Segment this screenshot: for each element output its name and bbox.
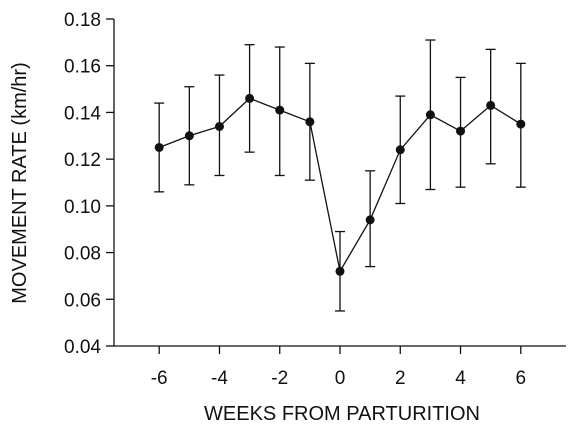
y-tick-label: 0.16 [64,57,101,78]
data-point [425,110,435,120]
data-point [335,266,345,276]
x-tick-label: -6 [151,368,168,389]
data-point [305,117,315,127]
data-point [395,145,405,155]
x-tick-label: -2 [271,368,288,389]
x-tick-label: 4 [455,368,466,389]
y-tick-label: 0.10 [64,197,101,218]
y-tick-label: 0.18 [64,10,101,31]
y-tick-label: 0.04 [64,337,101,358]
y-axis-ticks: 0.04 0.06 0.08 0.10 0.12 0.14 0.16 0.18 [64,10,114,358]
y-tick-label: 0.08 [64,244,101,265]
data-point [456,126,466,136]
x-tick-label: 6 [516,368,527,389]
data-point [365,215,375,225]
data-point [214,121,224,131]
x-axis-title: WEEKS FROM PARTURITION [204,403,480,425]
data-point [275,105,285,115]
y-tick-label: 0.12 [64,150,101,171]
data-point [245,93,255,103]
x-axis-ticks: -6 -4 -2 0 2 4 6 [151,346,526,389]
data-point [184,131,194,141]
x-tick-label: 0 [335,368,346,389]
data-point [516,119,526,129]
data-point [154,142,164,152]
y-tick-label: 0.14 [64,103,101,124]
data-point [486,100,496,110]
y-tick-label: 0.06 [64,290,101,311]
data-points [154,93,526,276]
y-axis-title: MOVEMENT RATE (km/hr) [9,62,31,303]
x-tick-label: 2 [395,368,406,389]
x-tick-label: -4 [211,368,228,389]
